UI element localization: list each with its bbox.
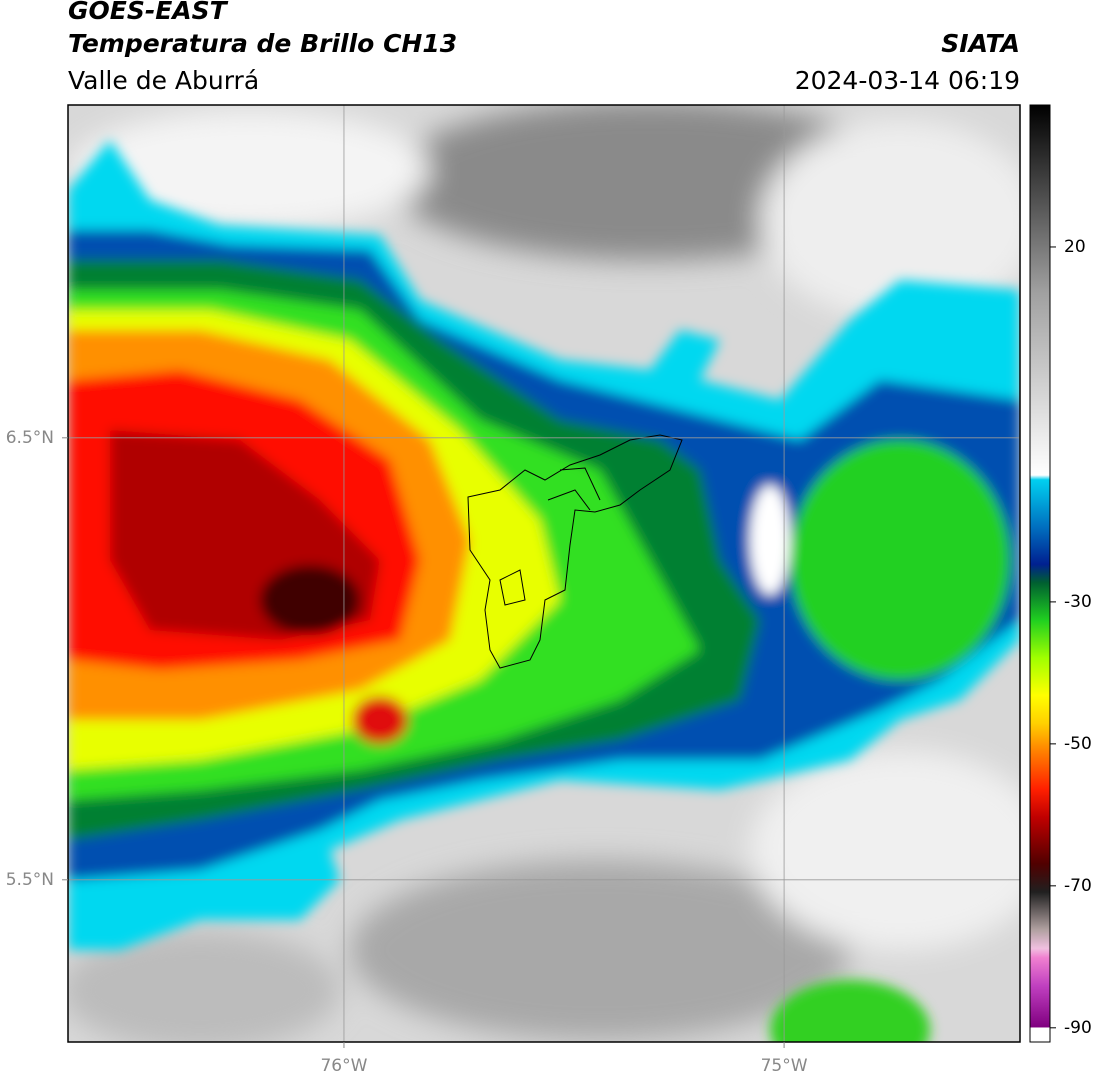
colorbar-tick-label: 20 [1064,237,1086,257]
colorbar-tick-label: -30 [1064,592,1092,612]
x-tick-label: 75°W [761,1056,808,1076]
title: GOES-EAST [68,0,229,25]
region: Valle de Aburrá [68,66,259,95]
source: SIATA [941,29,1020,58]
timestamp: 2024-03-14 06:19 [795,66,1020,95]
y-tick-label: 5.5°N [6,870,54,890]
colorbar-tick-label: -90 [1064,1018,1092,1038]
municipal-boundaries [467,434,683,669]
graticule [68,105,1020,1042]
map-frame [67,104,1021,1043]
colorbar-tick-label: -70 [1064,876,1092,896]
colorbar-tick-label: -50 [1064,734,1092,754]
colorbar [1029,104,1051,1043]
y-tick-label: 6.5°N [6,428,54,448]
satellite-image [68,105,1020,1042]
subtitle: Temperatura de Brillo CH13 [68,29,457,58]
x-tick-label: 76°W [320,1056,367,1076]
